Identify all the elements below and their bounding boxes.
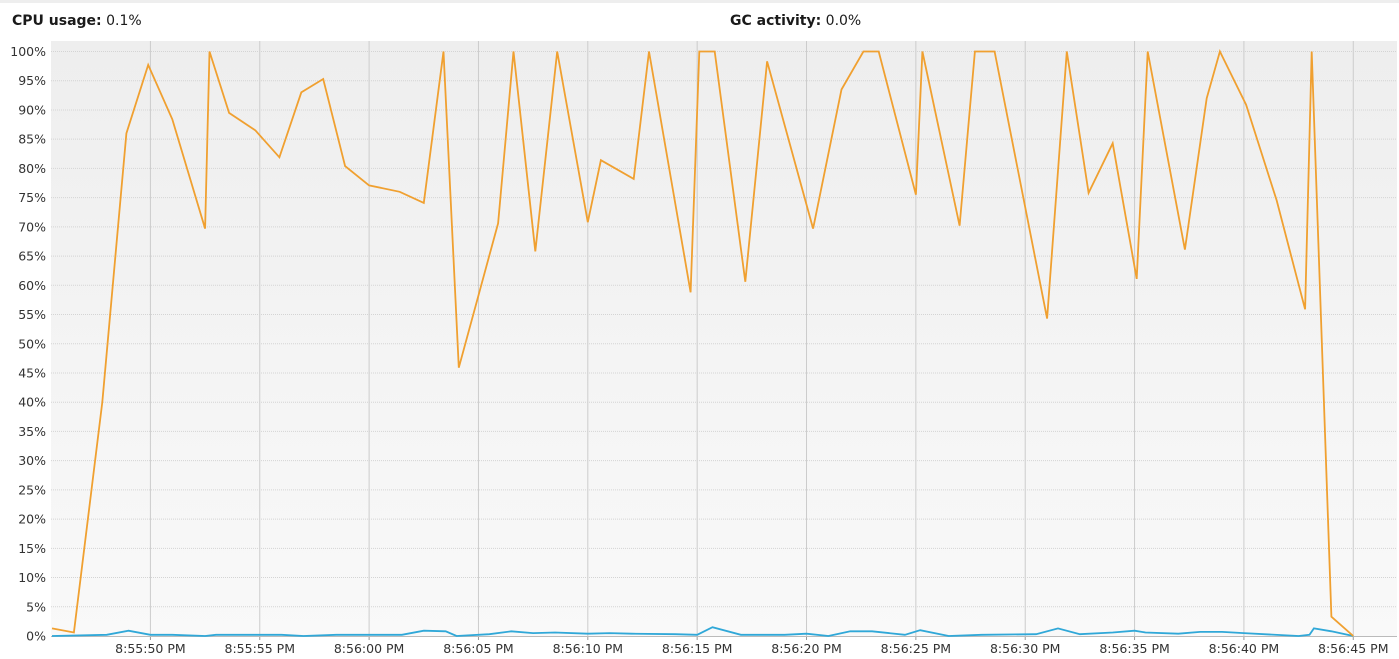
y-tick-label: 95% [18,73,46,88]
horizontal-gridlines [51,51,1397,637]
cpu-usage-stat: CPU usage: 0.1% [12,13,142,29]
y-tick-label: 85% [18,132,46,147]
y-tick-label: 25% [18,482,46,497]
vertical-gridlines [149,41,1354,640]
x-tick-label: 8:55:50 PM [115,641,185,656]
y-tick-label: 0% [26,629,46,644]
x-axis-ticks: 8:55:50 PM 8:55:55 PM 8:56:00 PM 8:56:05 PM… [115,641,1388,656]
x-tick-label: 8:56:35 PM [1099,641,1169,656]
y-tick-label: 70% [18,219,46,234]
cpu-usage-value: 0.1% [106,13,142,29]
y-tick-label: 75% [18,190,46,205]
y-tick-label: 5% [26,599,46,614]
x-tick-label: 8:56:05 PM [443,641,513,656]
y-tick-label: 65% [18,249,46,264]
header-bar: CPU usage: 0.1% GC activity: 0.0% [0,0,1399,40]
y-tick-label: 15% [18,541,46,556]
gc-activity-series-line [51,626,1354,637]
x-tick-label: 8:55:55 PM [225,641,295,656]
y-tick-label: 10% [18,570,46,585]
x-tick-label: 8:56:40 PM [1209,641,1279,656]
y-tick-label: 80% [18,161,46,176]
y-tick-label: 35% [18,424,46,439]
y-tick-label: 20% [18,512,46,527]
plot-area [51,41,1397,636]
x-tick-label: 8:56:10 PM [553,641,623,656]
y-tick-label: 90% [18,102,46,117]
cpu-usage-label: CPU usage: [12,13,102,29]
y-tick-label: 100% [10,44,46,59]
x-tick-label: 8:56:15 PM [662,641,732,656]
cpu-usage-series-line [51,48,1354,637]
y-tick-label: 45% [18,365,46,380]
x-tick-label: 8:56:45 PM [1318,641,1388,656]
gc-activity-label: GC activity: [730,13,822,29]
header-top-border [0,0,1399,3]
gc-activity-value: 0.0% [825,13,862,29]
y-tick-label: 55% [18,307,46,322]
x-tick-label: 8:56:20 PM [771,641,841,656]
y-tick-label: 30% [18,453,46,468]
y-tick-label: 60% [18,278,46,293]
series-layer [51,48,1354,637]
x-tick-label: 8:56:25 PM [881,641,951,656]
y-axis-ticks: 0% 5% 10% 15% 20% 25% 30% 35% 40% 45% 50% 55% 60% 65%… [10,44,46,644]
x-tick-label: 8:56:00 PM [334,641,404,656]
x-tick-label: 8:56:30 PM [990,641,1060,656]
gc-activity-stat: GC activity: 0.0% [730,13,861,29]
y-tick-label: 50% [18,336,46,351]
y-tick-label: 40% [18,395,46,410]
